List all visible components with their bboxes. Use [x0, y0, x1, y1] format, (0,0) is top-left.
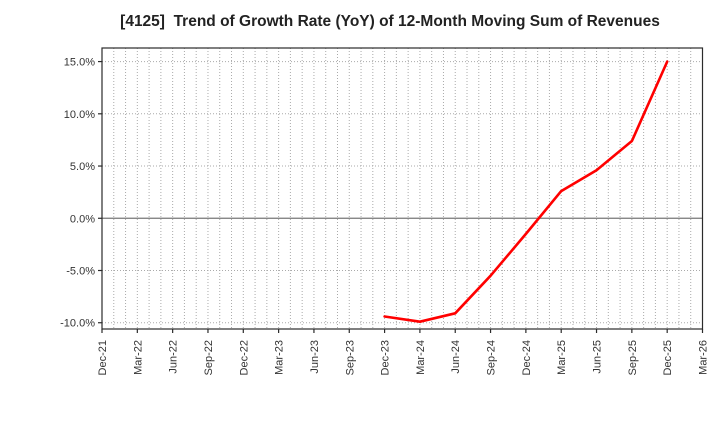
- x-tick-label: Dec-24: [521, 340, 533, 375]
- growth-rate-series-line: [383, 60, 669, 324]
- x-tick-label: Dec-21: [97, 340, 109, 375]
- x-tick-label: Mar-23: [274, 340, 286, 375]
- x-tick-label: Jun-23: [309, 340, 321, 374]
- x-tick-label: Jun-25: [592, 340, 604, 374]
- axis-ticks: [98, 60, 704, 333]
- y-tick-label: 10.0%: [64, 109, 95, 121]
- y-tick-label: 5.0%: [70, 161, 95, 173]
- x-tick-labels: Dec-21 Mar-22 Jun-22 Sep-22 Dec-22 Mar-23 Jun-…: [97, 340, 710, 375]
- x-tick-label: Mar-25: [556, 340, 568, 375]
- x-tick-label: Mar-24: [415, 340, 427, 375]
- x-tick-label: Dec-25: [662, 340, 674, 375]
- x-tick-label: Mar-26: [698, 340, 710, 375]
- x-tick-label: Sep-24: [486, 340, 498, 375]
- x-gridlines: [113, 48, 692, 329]
- x-tick-label: Jun-24: [450, 340, 462, 374]
- x-tick-label: Dec-22: [238, 340, 250, 375]
- plot-border: [101, 47, 704, 330]
- y-tick-label: 0.0%: [70, 213, 95, 225]
- x-tick-label: Sep-25: [627, 340, 639, 375]
- x-tick-label: Sep-22: [203, 340, 215, 375]
- chart-title: [4125] Trend of Growth Rate (YoY) of 12-…: [120, 13, 660, 30]
- x-tick-label: Jun-22: [168, 340, 180, 374]
- x-tick-label: Dec-23: [380, 340, 392, 375]
- y-tick-label: -10.0%: [60, 318, 95, 330]
- y-tick-label: -5.0%: [66, 266, 95, 278]
- x-tick-label: Sep-23: [344, 340, 356, 375]
- y-tick-labels: -10.0% -5.0% 0.0% 5.0% 10.0% 15.0%: [60, 57, 95, 330]
- y-gridlines: [102, 61, 703, 324]
- y-tick-label: 15.0%: [64, 57, 95, 69]
- x-tick-label: Mar-22: [132, 340, 144, 375]
